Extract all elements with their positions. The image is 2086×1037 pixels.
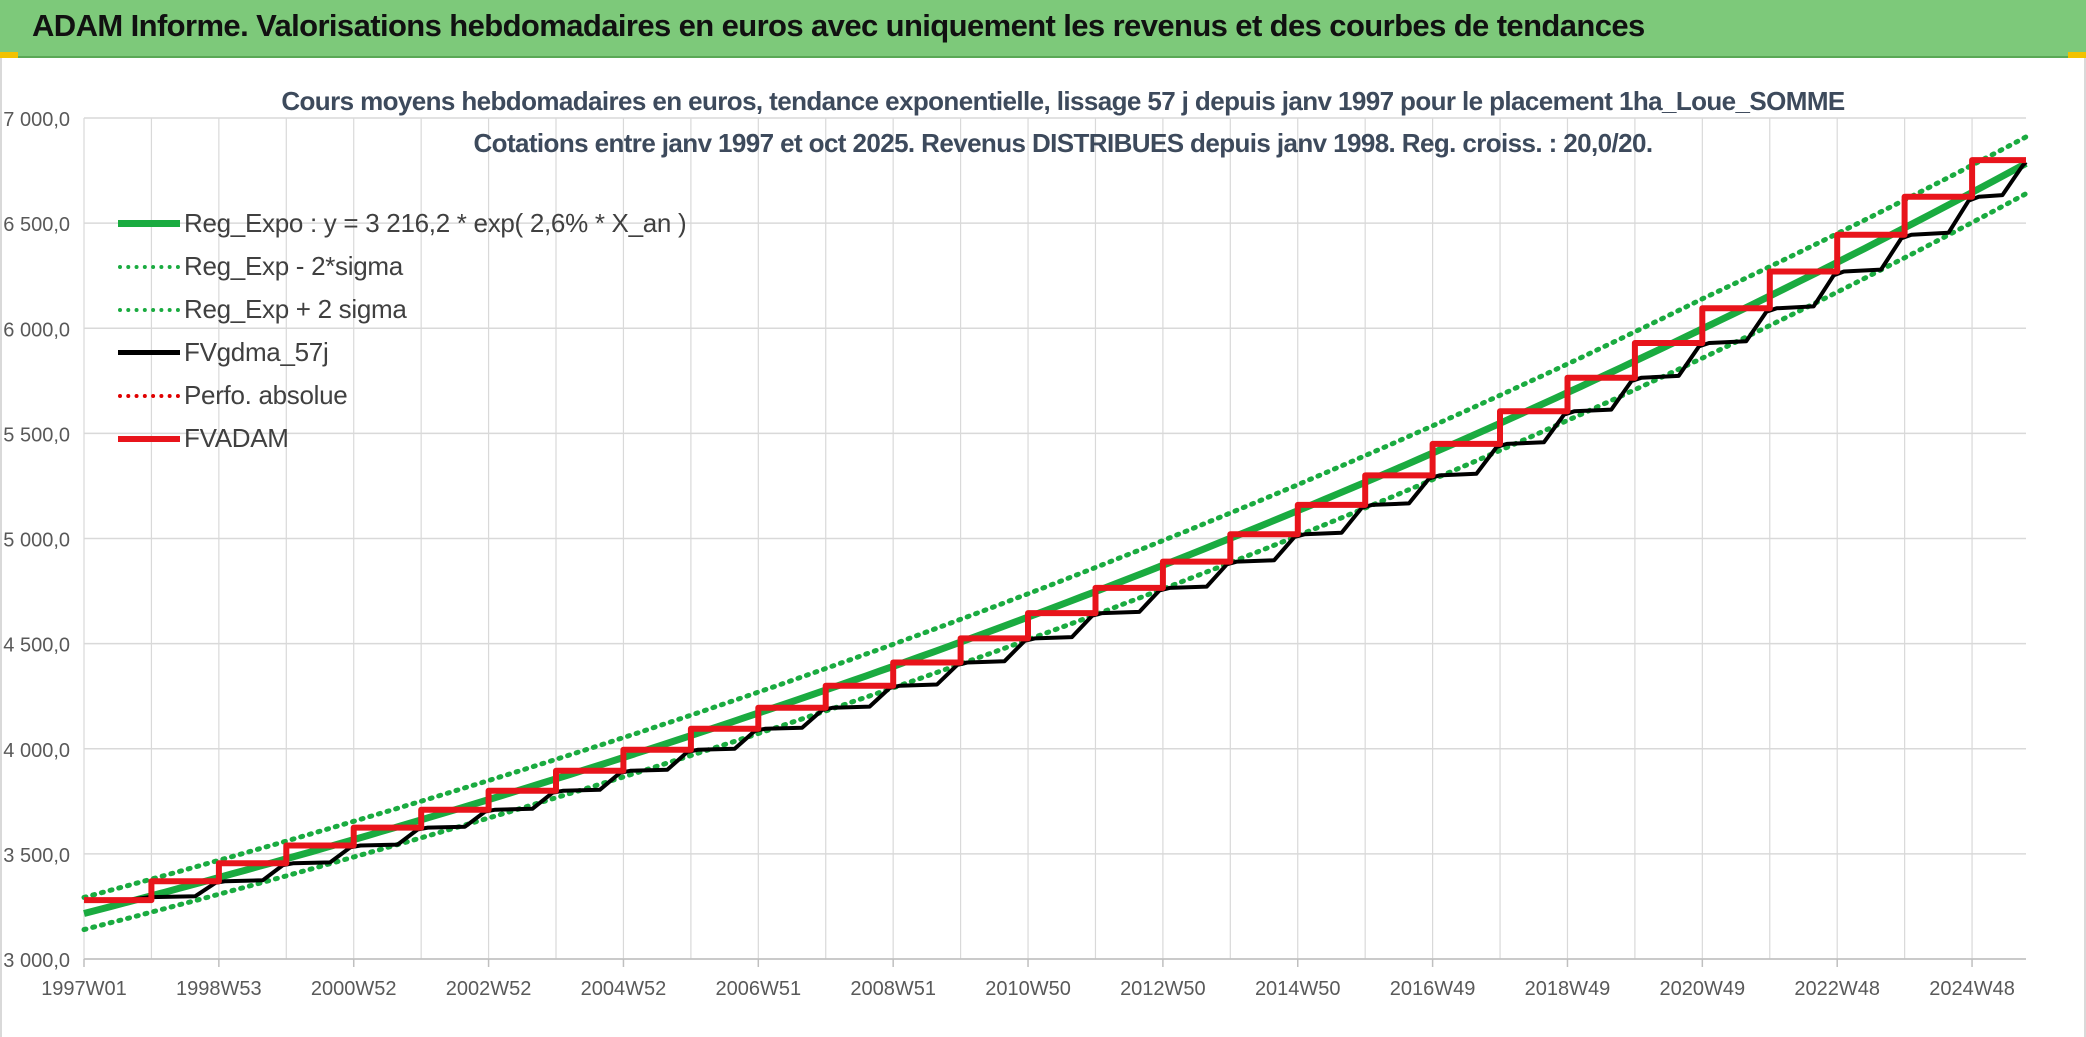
y-tick-label: 5 000,0: [3, 530, 70, 552]
y-tick-label: 5 500,0: [3, 424, 70, 446]
x-tick-label: 2004W52: [581, 978, 667, 1000]
legend-item-fvgdma: FVgdma_57j: [118, 331, 686, 374]
legend-label: Reg_Exp - 2*sigma: [184, 251, 403, 281]
chart-title: Cours moyens hebdomadaires en euros, ten…: [281, 86, 1845, 116]
x-tick-label: 2020W49: [1660, 978, 1746, 1000]
y-tick-label: 4 500,0: [3, 635, 70, 657]
y-tick-label: 4 000,0: [3, 740, 70, 762]
x-tick-label: 2008W51: [850, 978, 936, 1000]
x-tick-label: 2002W52: [446, 978, 532, 1000]
x-tick-label: 2010W50: [985, 978, 1071, 1000]
series-line-reg-exp-plus: [81, 134, 2029, 900]
x-tick-label: 2012W50: [1120, 978, 1206, 1000]
x-tick-label: 2014W50: [1255, 978, 1341, 1000]
legend-swatch: [118, 220, 180, 227]
report-banner: ADAM Informe. Valorisations hebdomadaire…: [0, 0, 2086, 58]
x-tick-label: 1998W53: [176, 978, 262, 1000]
legend-swatch: [118, 393, 180, 398]
legend-label: Perfo. absolue: [184, 380, 348, 410]
legend-label: Reg_Exp + 2 sigma: [184, 294, 407, 324]
legend-item-reg-expo: Reg_Expo : y = 3 216,2 * exp( 2,6% * X_a…: [118, 202, 687, 245]
series-line-fvadam: [84, 157, 2026, 904]
legend-item-perfo: Perfo. absolue: [118, 374, 686, 417]
report-title: ADAM Informe. Valorisations hebdomadaire…: [32, 8, 1645, 43]
x-tick-label: 2006W51: [715, 978, 801, 1000]
x-tick-label: 2022W48: [1794, 978, 1880, 1000]
x-tick-label: 2000W52: [311, 978, 397, 1000]
legend-swatch: [118, 350, 180, 355]
legend-label: Reg_Expo : y = 3 216,2 * exp( 2,6% * X_a…: [184, 208, 687, 238]
x-tick-label: 1997W01: [41, 978, 127, 1000]
chart-subtitle: Cotations entre janv 1997 et oct 2025. R…: [473, 128, 1654, 158]
y-tick-label: 3 000,0: [3, 950, 70, 972]
legend-label: FVgdma_57j: [184, 337, 329, 367]
corner-marker-right: [2068, 52, 2086, 58]
legend-item-reg-exp-plus: Reg_Exp + 2 sigma: [118, 288, 686, 331]
legend-label: FVADAM: [184, 423, 289, 453]
legend-swatch: [118, 307, 180, 312]
legend-swatch: [118, 264, 180, 269]
y-tick-label: 7 000,0: [3, 109, 70, 131]
chart-legend: Reg_Expo : y = 3 216,2 * exp( 2,6% * X_a…: [118, 202, 687, 460]
x-tick-label: 2016W49: [1390, 978, 1476, 1000]
legend-swatch: [118, 435, 180, 442]
corner-marker-left: [0, 52, 18, 58]
y-tick-label: 6 500,0: [3, 214, 70, 236]
chart-area: [0, 58, 2086, 1037]
legend-item-reg-exp-minus: Reg_Exp - 2*sigma: [118, 245, 686, 288]
y-tick-label: 6 000,0: [3, 319, 70, 341]
legend-item-fvadam: FVADAM: [118, 417, 686, 460]
y-tick-label: 3 500,0: [3, 845, 70, 867]
x-tick-label: 2018W49: [1525, 978, 1611, 1000]
x-tick-label: 2024W48: [1929, 978, 2015, 1000]
